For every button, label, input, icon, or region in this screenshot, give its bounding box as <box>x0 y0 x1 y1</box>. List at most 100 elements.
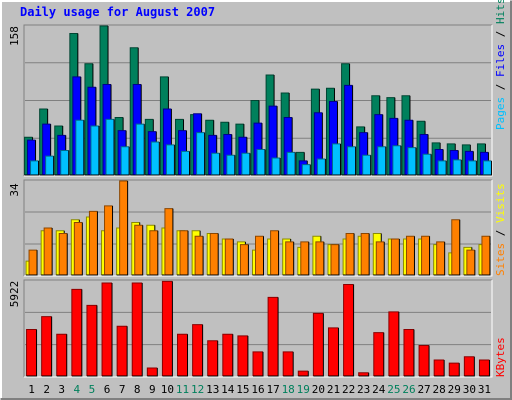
bar-edge <box>421 236 431 276</box>
bar-fill <box>106 119 115 175</box>
bar-kbytes-day-8 <box>131 282 143 377</box>
bar-outline <box>30 160 39 175</box>
bar-outline <box>452 159 462 175</box>
bar-fill <box>163 108 172 175</box>
bar-outline <box>481 235 490 275</box>
bar-edge <box>346 233 355 276</box>
bar-outline <box>131 221 140 275</box>
bar-edge <box>453 159 462 176</box>
bar-fill <box>59 233 68 275</box>
bar-pages-day-11 <box>181 150 191 176</box>
bar-outline <box>149 230 158 275</box>
bar-outline <box>26 328 37 376</box>
x-tick-label: 15 <box>236 383 249 396</box>
bar-sites-day-14 <box>224 238 234 276</box>
bar-edge <box>438 160 447 176</box>
x-tick-label: 17 <box>266 383 279 396</box>
bar-fill <box>44 228 53 275</box>
bar-kbytes-day-21 <box>327 327 339 377</box>
bar-outline <box>282 238 291 275</box>
bar-sites-day-16 <box>255 235 264 276</box>
bar-fill <box>346 233 355 275</box>
bar-outline <box>451 219 460 275</box>
bar-sites-day-19 <box>300 241 310 276</box>
bar-edge <box>317 158 326 176</box>
bar-kbytes-day-13 <box>207 340 219 377</box>
bar-edge <box>358 372 370 377</box>
bar-fill <box>313 313 324 376</box>
bar-pages-day-30 <box>467 160 477 176</box>
legend-pages: Pages <box>494 97 507 130</box>
bar-outline <box>222 333 233 376</box>
bar-edge <box>343 284 355 377</box>
bar-kbytes-day-7 <box>116 325 128 377</box>
bar-outline <box>437 160 447 175</box>
bar-outline <box>27 139 36 175</box>
bar-sites-day-25 <box>390 238 400 276</box>
x-tick-label: 4 <box>74 383 81 396</box>
x-tick-label: 18 <box>282 383 295 396</box>
bar-edge <box>300 241 310 276</box>
bar-outline <box>56 333 67 376</box>
bar-outline <box>24 136 33 175</box>
bar-sites-day-1 <box>28 249 38 276</box>
bar-pages-day-29 <box>452 159 462 176</box>
bar-outline <box>282 351 294 376</box>
bar-kbytes-day-26 <box>403 328 415 377</box>
bar-pages-day-23 <box>362 154 372 176</box>
x-tick-label: 24 <box>372 383 386 396</box>
bar-fill <box>481 236 490 275</box>
bar-pages-day-17 <box>271 157 281 176</box>
bar-pages-day-12 <box>196 132 206 176</box>
bar-outline <box>116 325 128 376</box>
bar-fill <box>56 334 67 376</box>
bar-edge <box>30 160 40 176</box>
bar-fill <box>269 106 278 175</box>
bar-outline <box>129 47 139 175</box>
bar-kbytes-day-10 <box>161 280 173 377</box>
bar-outline <box>312 312 324 376</box>
bar-fill <box>453 159 462 175</box>
panel-frame-highlight <box>24 280 493 378</box>
bar-outline <box>301 164 311 175</box>
x-tick-label: 19 <box>297 383 310 396</box>
bar-edge <box>86 305 98 377</box>
bar-edge <box>211 153 221 176</box>
x-tick-label: 26 <box>402 383 415 396</box>
bar-edge <box>181 151 191 176</box>
bar-fill <box>268 297 279 376</box>
bar-pages-day-4 <box>75 119 85 176</box>
bar-outline <box>280 92 290 175</box>
bar-fill <box>419 345 430 376</box>
bar-outline <box>209 233 219 275</box>
bar-outline <box>191 230 201 275</box>
bar-outline <box>327 327 339 376</box>
bar-outline <box>331 143 341 175</box>
bar-fill <box>240 244 249 275</box>
bar-outline <box>375 241 385 275</box>
bar-outline <box>271 157 281 175</box>
bar-fill <box>406 236 415 275</box>
bar-edge <box>104 205 114 276</box>
bar-outline <box>252 351 263 376</box>
bar-kbytes-day-29 <box>448 362 460 377</box>
bar-edge <box>330 244 340 276</box>
bar-outline <box>356 126 365 175</box>
bar-fill <box>464 356 475 376</box>
bar-sites-day-27 <box>421 235 431 276</box>
bar-pages-day-19 <box>301 164 311 176</box>
bar-outline <box>224 238 234 275</box>
x-tick-label: 11 <box>176 383 189 396</box>
bar-kbytes-day-28 <box>433 359 445 377</box>
bar-outline <box>58 233 68 275</box>
bar-outline <box>70 219 80 275</box>
bar-sites-day-24 <box>375 241 385 276</box>
bar-pages-day-1 <box>30 160 40 176</box>
bar-fill <box>74 222 83 275</box>
bar-outline <box>433 359 445 376</box>
bar-edge <box>162 281 173 377</box>
bar-outline <box>119 180 128 275</box>
bar-outline <box>117 130 127 175</box>
bar-fill <box>195 236 204 275</box>
bar-edge <box>26 329 38 377</box>
